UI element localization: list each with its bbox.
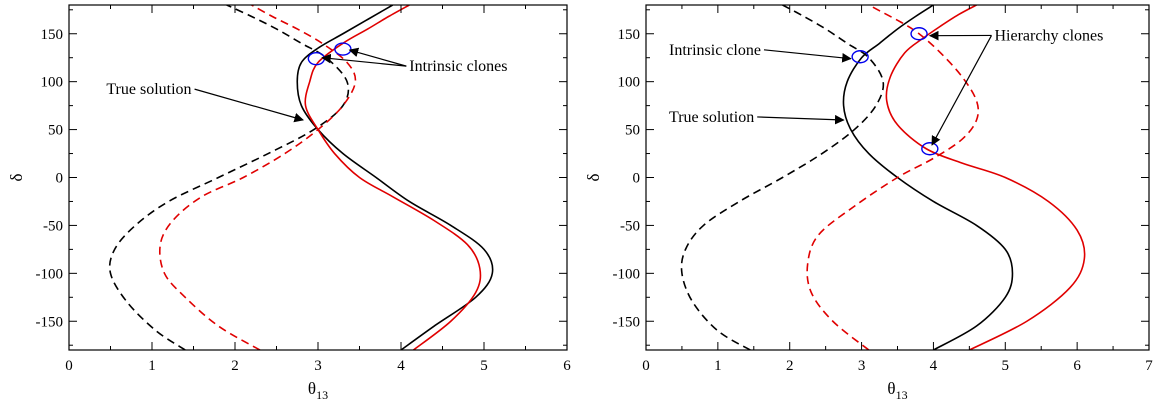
- series-group: [108, 5, 494, 350]
- annotation: True solution: [106, 81, 304, 123]
- marker-ellipse: [334, 42, 352, 56]
- x-tick-label: 4: [397, 358, 405, 374]
- x-tick-label: 1: [148, 358, 156, 374]
- x-tick-label: 5: [480, 358, 488, 374]
- annotation-arrow: [757, 114, 845, 125]
- annotation-arrow: [763, 49, 852, 63]
- annotation-arrow: [348, 47, 407, 67]
- y-tick-label: 100: [618, 75, 641, 91]
- marker-ellipse: [910, 27, 928, 41]
- x-tick-label: 6: [1073, 358, 1081, 374]
- clone-marker: [921, 142, 939, 156]
- annotation: Hierarchy clones: [928, 27, 1104, 146]
- y-axis-title: δ: [584, 173, 603, 181]
- y-axis-title: δ: [7, 173, 26, 181]
- annotation-text: Intrinsic clones: [409, 58, 507, 75]
- annotation: Intrinsic clones: [321, 47, 508, 75]
- y-tick-label: -100: [36, 266, 64, 282]
- left-panel: 0 1 2 3 4 5 6 -150 -100 -50 0 50 100 150 θ13 δ True solu…: [7, 4, 571, 402]
- annotation-text: Hierarchy clones: [995, 27, 1104, 44]
- series-line-black-solid: [842, 5, 1014, 350]
- clone-marker: [334, 42, 352, 56]
- y-tick-label: 150: [41, 27, 64, 43]
- y-tick-label: 0: [56, 171, 64, 187]
- x-tick-label: 3: [858, 358, 866, 374]
- x-tick-label: 2: [786, 358, 794, 374]
- x-tick-label: 3: [314, 358, 322, 374]
- x-tick-label: 6: [563, 358, 571, 374]
- x-tick-label: 1: [714, 358, 722, 374]
- y-tick-label: 150: [618, 27, 641, 43]
- x-tick-label: 0: [65, 358, 73, 374]
- series-line-black-dashed: [680, 5, 885, 350]
- x-tick-label: 0: [642, 358, 650, 374]
- annotation-text: Intrinsic clone: [669, 42, 761, 59]
- annotation-arrow: [194, 88, 304, 123]
- series-line-red-dashed: [158, 5, 357, 350]
- annotation-arrow: [321, 53, 407, 67]
- y-tick-label: -150: [613, 314, 641, 330]
- right-panel: 0 1 2 3 4 5 6 7 -150 -100 -50 0 50 100 150 θ13 δ Intrinsi…: [584, 4, 1153, 402]
- series-line-black-dashed: [108, 5, 350, 350]
- marker-ellipse: [851, 50, 869, 64]
- x-tick-label: 4: [930, 358, 938, 374]
- annotation-text: True solution: [669, 109, 754, 126]
- x-axis-title: θ13: [887, 379, 907, 402]
- annotation: True solution: [669, 109, 845, 126]
- clone-marker: [851, 50, 869, 64]
- y-tick-label: -100: [613, 266, 641, 282]
- marker-ellipse: [921, 142, 939, 156]
- annotation-text: True solution: [106, 81, 191, 98]
- clone-marker: [910, 27, 928, 41]
- series-line-red-solid: [885, 5, 1086, 350]
- y-tick-label: 100: [41, 75, 64, 91]
- series-line-red-solid: [304, 5, 482, 350]
- x-tick-label: 5: [1002, 358, 1010, 374]
- x-tick-label: 7: [1145, 358, 1153, 374]
- y-tick-label: 50: [625, 123, 640, 139]
- y-tick-label: -50: [43, 218, 63, 234]
- plot-frame: [68, 4, 568, 351]
- x-axis-title: θ13: [308, 379, 328, 402]
- y-tick-label: 50: [48, 123, 63, 139]
- x-tick-label: 2: [231, 358, 239, 374]
- series-line-black-solid: [296, 5, 494, 350]
- y-tick-label: -150: [36, 314, 64, 330]
- y-tick-label: -50: [620, 218, 640, 234]
- annotation: Intrinsic clone: [669, 42, 852, 63]
- y-tick-label: 0: [633, 171, 641, 187]
- annotation-arrow: [931, 35, 993, 146]
